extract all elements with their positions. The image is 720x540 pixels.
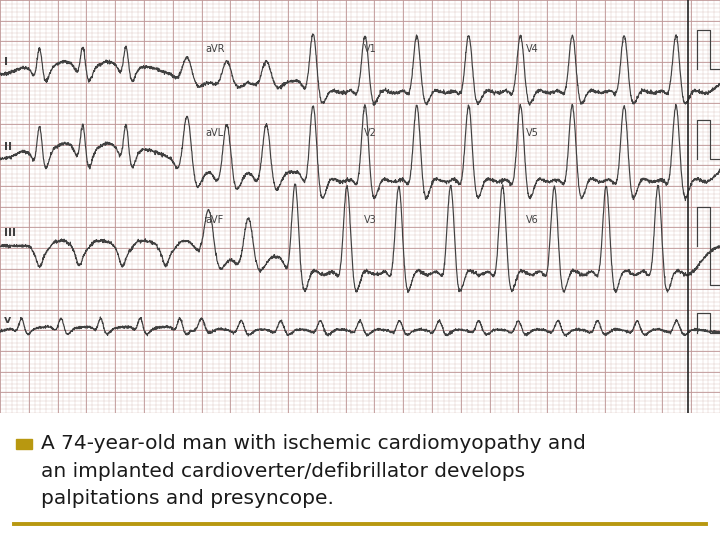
Bar — [16, 440, 32, 449]
Text: V5: V5 — [526, 129, 539, 138]
Text: aVF: aVF — [205, 215, 223, 225]
Text: I: I — [4, 57, 9, 67]
Text: A 74-year-old man with ischemic cardiomyopathy and: A 74-year-old man with ischemic cardiomy… — [41, 434, 586, 453]
Text: V6: V6 — [526, 215, 539, 225]
Text: V2: V2 — [364, 129, 377, 138]
Text: V4: V4 — [526, 44, 539, 53]
Text: III: III — [4, 228, 17, 238]
Text: palpitations and presyncope.: palpitations and presyncope. — [41, 489, 334, 508]
Text: II: II — [4, 141, 12, 152]
Text: V3: V3 — [364, 215, 377, 225]
Text: aVR: aVR — [205, 44, 225, 53]
Text: v: v — [4, 315, 12, 325]
Text: V1: V1 — [364, 44, 377, 53]
Text: an implanted cardioverter/defibrillator develops: an implanted cardioverter/defibrillator … — [41, 462, 525, 481]
Text: aVL: aVL — [205, 129, 223, 138]
